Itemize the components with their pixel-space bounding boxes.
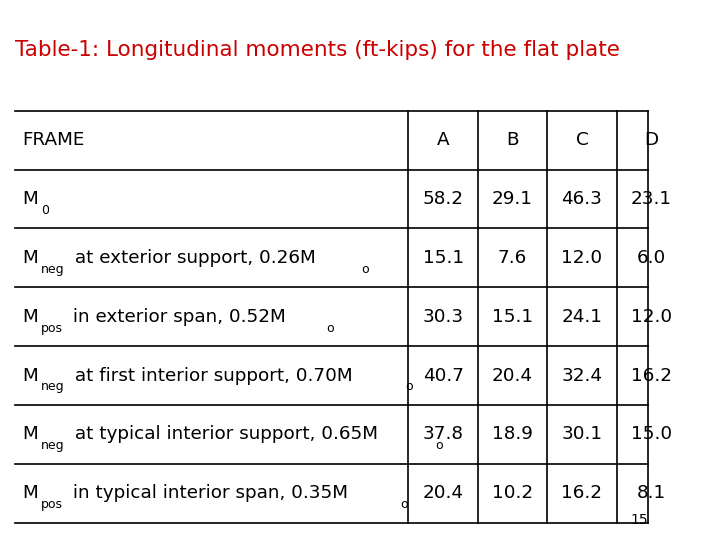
Text: Table-1: Longitudinal moments (ft-kips) for the flat plate: Table-1: Longitudinal moments (ft-kips) … (14, 40, 619, 60)
Text: o: o (405, 380, 413, 394)
Text: 40.7: 40.7 (423, 367, 464, 384)
Text: 7.6: 7.6 (498, 249, 527, 267)
Text: 30.1: 30.1 (562, 426, 603, 443)
Text: 24.1: 24.1 (562, 308, 603, 326)
Text: in exterior span, 0.52M: in exterior span, 0.52M (67, 308, 286, 326)
Text: M: M (22, 190, 38, 208)
Text: 15.1: 15.1 (423, 249, 464, 267)
Text: o: o (361, 262, 369, 276)
Text: 32.4: 32.4 (562, 367, 603, 384)
Text: 15: 15 (630, 512, 647, 526)
Text: neg: neg (41, 439, 65, 453)
Text: 15.1: 15.1 (492, 308, 533, 326)
Text: in typical interior span, 0.35M: in typical interior span, 0.35M (67, 484, 348, 502)
Text: at typical interior support, 0.65M: at typical interior support, 0.65M (69, 426, 378, 443)
Text: 16.2: 16.2 (562, 484, 603, 502)
Text: M: M (22, 249, 38, 267)
Text: 20.4: 20.4 (492, 367, 533, 384)
Text: 18.9: 18.9 (492, 426, 533, 443)
Text: 12.0: 12.0 (631, 308, 672, 326)
Text: 29.1: 29.1 (492, 190, 533, 208)
Text: o: o (400, 498, 408, 511)
Text: pos: pos (41, 321, 63, 335)
Text: 37.8: 37.8 (423, 426, 464, 443)
Text: M: M (22, 308, 38, 326)
Text: o: o (435, 439, 443, 453)
Text: 12.0: 12.0 (562, 249, 603, 267)
Text: D: D (644, 131, 658, 149)
Text: C: C (575, 131, 588, 149)
Text: pos: pos (41, 498, 63, 511)
Text: M: M (22, 484, 38, 502)
Text: 58.2: 58.2 (423, 190, 464, 208)
Text: neg: neg (41, 262, 65, 276)
Text: neg: neg (41, 380, 65, 394)
Text: 15.0: 15.0 (631, 426, 672, 443)
Text: o: o (326, 321, 334, 335)
Text: 30.3: 30.3 (423, 308, 464, 326)
Text: 16.2: 16.2 (631, 367, 672, 384)
Text: 6.0: 6.0 (636, 249, 666, 267)
Text: M: M (22, 426, 38, 443)
Text: A: A (437, 131, 449, 149)
Text: M: M (22, 367, 38, 384)
Text: 20.4: 20.4 (423, 484, 464, 502)
Text: at exterior support, 0.26M: at exterior support, 0.26M (69, 249, 316, 267)
Text: 0: 0 (41, 204, 49, 217)
Text: B: B (506, 131, 518, 149)
Text: 23.1: 23.1 (631, 190, 672, 208)
Text: 8.1: 8.1 (636, 484, 666, 502)
Text: 46.3: 46.3 (562, 190, 603, 208)
Text: at first interior support, 0.70M: at first interior support, 0.70M (69, 367, 353, 384)
Text: FRAME: FRAME (22, 131, 85, 149)
Text: 10.2: 10.2 (492, 484, 533, 502)
